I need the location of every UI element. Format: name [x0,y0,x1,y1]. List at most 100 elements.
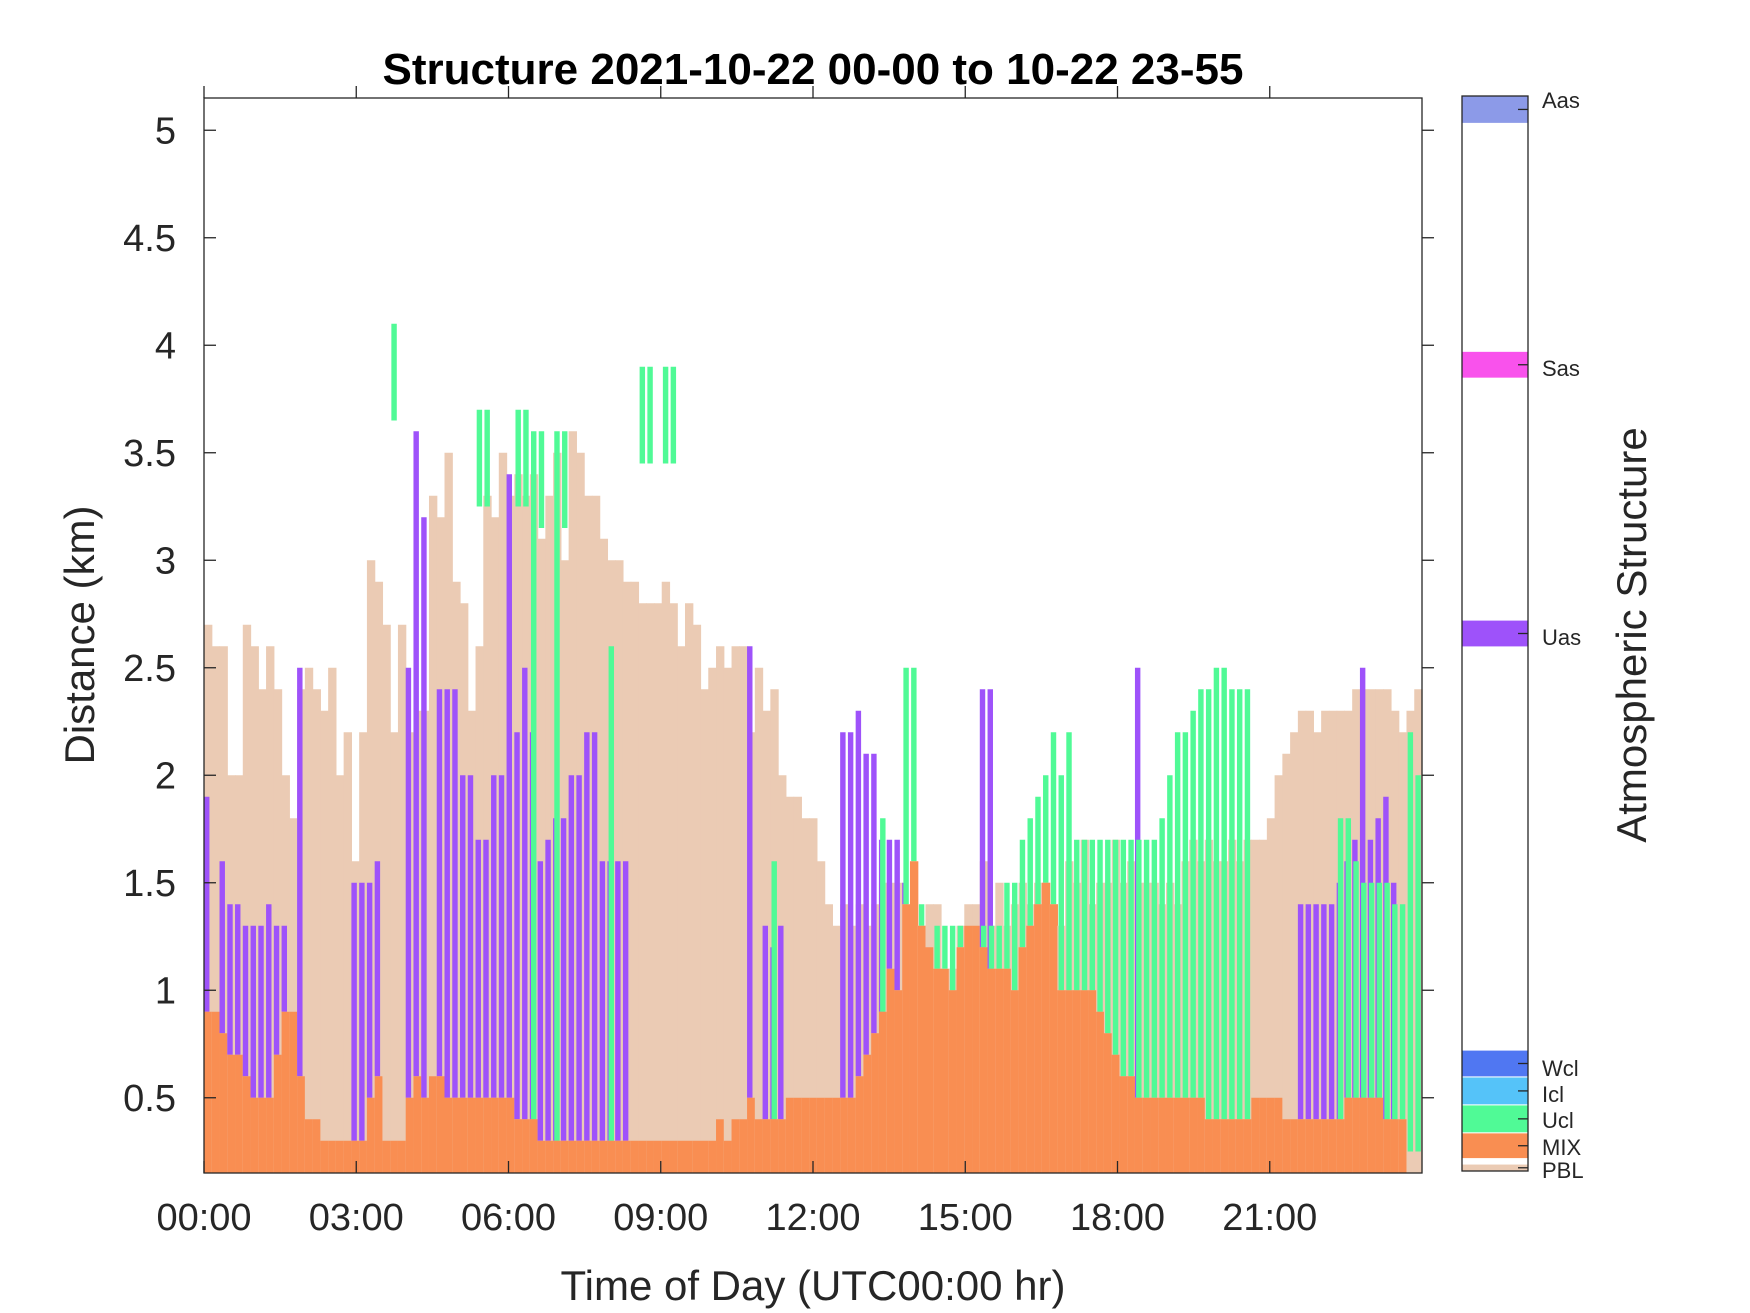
uas-column [235,904,241,1055]
pbl-column [1282,753,1291,1173]
mix-column [1243,1119,1252,1173]
pbl-column [483,495,492,1173]
mix-column [972,925,981,1173]
colorbar-label-aas: Aas [1542,88,1580,113]
mix-column [1072,990,1082,1173]
ucl-column [1392,904,1398,1120]
mix-column [475,1097,484,1173]
mix-column [785,1097,795,1173]
mix-column [1321,1119,1330,1173]
mix-column [235,1054,244,1173]
mix-column [522,1119,531,1173]
y-tick-label: 2.5 [123,648,176,690]
uas-column [762,925,769,1120]
colorbar-swatch-ucl [1462,1105,1528,1133]
mix-column [1142,1097,1152,1173]
uas-column [366,882,373,1098]
pbl-column [824,904,833,1173]
uas-column [506,474,512,1098]
mix-column [1026,925,1035,1173]
mix-column [824,1097,833,1173]
mix-column [204,1011,213,1173]
ucl-column [1143,839,1150,1098]
uas-column [242,925,249,1077]
y-tick-label: 4 [155,325,176,367]
mix-column [297,1076,306,1173]
mix-column [273,1054,283,1173]
mix-column [878,1011,888,1173]
uas-column [460,775,466,1098]
ucl-column [1159,818,1165,1098]
uas-column [778,925,784,1120]
mix-column [1173,1097,1183,1173]
mix-column [1313,1119,1322,1173]
pbl-column [816,861,826,1173]
mix-column [793,1097,802,1173]
mix-column [653,1140,663,1173]
ucl-column [554,431,560,1141]
pbl-column [1259,839,1268,1173]
ucl-column [515,409,521,507]
pbl-column [731,646,740,1173]
ucl-column [1345,818,1352,1098]
pbl-column [390,732,399,1173]
mix-column [258,1097,267,1173]
mix-column [289,1011,298,1173]
mix-column [902,904,911,1173]
mix-column [1290,1119,1299,1173]
mix-column [506,1097,515,1173]
ucl-column [647,366,653,464]
mix-column [1266,1097,1276,1173]
chart-title: Structure 2021-10-22 00-00 to 10-22 23-5… [383,45,1244,94]
ucl-column [1066,732,1072,991]
uas-column [847,732,854,1098]
mix-column [731,1119,740,1173]
ucl-column [980,925,987,948]
x-tick-label: 00:00 [156,1197,251,1239]
mix-column [219,1033,228,1173]
mix-column [770,1119,779,1173]
uas-column [545,839,551,1141]
mix-column [1119,1076,1128,1173]
y-axis-label: Distance (km) [56,505,103,764]
uas-column [514,732,520,1120]
uas-column [483,839,489,1098]
mix-column [739,1119,748,1173]
uas-column [421,517,427,1098]
ucl-column [1407,732,1414,1152]
ucl-column [1136,839,1142,1098]
colorbar-label-pbl: PBL [1542,1158,1584,1183]
mix-column [242,1076,252,1173]
uas-column [855,710,862,1077]
mix-column [560,1140,570,1173]
mix-column [1057,990,1066,1173]
mix-column [1034,904,1043,1173]
mix-column [1235,1119,1245,1173]
pbl-column [684,603,694,1173]
pbl-column [289,818,298,1173]
uas-column [747,646,753,1098]
mix-column [405,1097,415,1173]
pbl-column [343,732,353,1173]
mix-column [778,1119,787,1173]
pbl-column [242,624,252,1173]
mix-column [1228,1119,1237,1173]
mix-column [979,947,989,1173]
x-tick-label: 12:00 [765,1197,860,1239]
data-layer [204,323,1423,1173]
mix-column [1088,990,1097,1173]
uas-column [886,839,893,969]
uas-column [204,796,210,1012]
ucl-column [1081,839,1088,991]
mix-column [816,1097,826,1173]
uas-column [281,925,288,1012]
mix-column [1259,1097,1268,1173]
uas-column [560,818,567,1141]
mix-column [1181,1097,1190,1173]
pbl-column [708,667,717,1173]
mix-column [1065,990,1074,1173]
mix-column [545,1140,554,1173]
uas-column [436,689,443,1077]
mix-column [250,1097,259,1173]
mix-column [397,1140,407,1173]
